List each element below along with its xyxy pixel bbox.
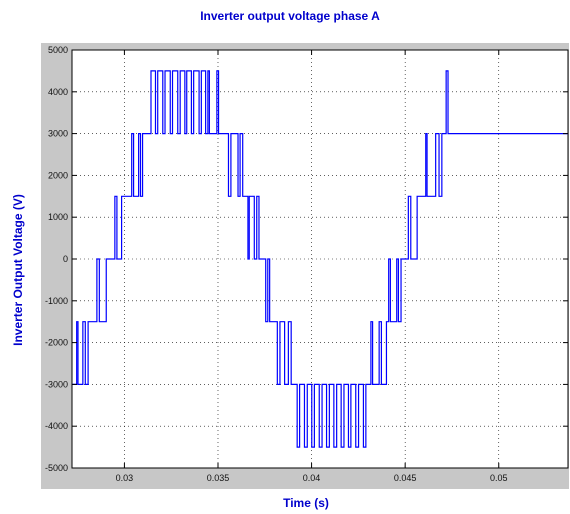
- y-tick-label: -5000: [45, 463, 68, 473]
- y-axis-label: Inverter Output Voltage (V): [11, 194, 25, 346]
- y-tick-label: 4000: [48, 87, 68, 97]
- labels: 5000 4000 3000 2000 1000 0 -1000 -2000 -3000 -400…: [45, 45, 508, 483]
- y-tick-label: -3000: [45, 379, 68, 389]
- x-axis-label: Time (s): [283, 496, 329, 510]
- ticks: [72, 49, 568, 469]
- y-tick-label: -1000: [45, 296, 68, 306]
- y-tick-label: -2000: [45, 338, 68, 348]
- y-tick-label: 1000: [48, 212, 68, 222]
- series-group: [72, 70, 568, 448]
- x-tick-label: 0.03: [116, 473, 134, 483]
- chart-title: Inverter output voltage phase A: [200, 9, 380, 23]
- y-tick-label: 3000: [48, 129, 68, 139]
- x-tick-label: 0.035: [207, 473, 230, 483]
- x-tick-label: 0.04: [303, 473, 321, 483]
- voltage-series-line: [72, 70, 568, 448]
- y-tick-label: 0: [63, 254, 68, 264]
- x-tick-label: 0.05: [490, 473, 508, 483]
- grid: [72, 50, 568, 468]
- y-tick-label: -4000: [45, 421, 68, 431]
- x-tick-label: 0.045: [394, 473, 417, 483]
- y-tick-label: 5000: [48, 45, 68, 55]
- y-tick-label: 2000: [48, 170, 68, 180]
